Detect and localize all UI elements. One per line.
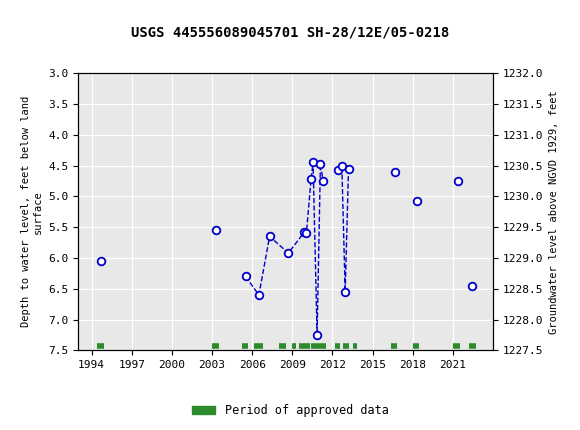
Y-axis label: Groundwater level above NGVD 1929, feet: Groundwater level above NGVD 1929, feet bbox=[549, 90, 559, 334]
Text: ≡: ≡ bbox=[10, 11, 31, 34]
Y-axis label: Depth to water level, feet below land
surface: Depth to water level, feet below land su… bbox=[21, 96, 43, 327]
Text: USGS 445556089045701 SH-28/12E/05-0218: USGS 445556089045701 SH-28/12E/05-0218 bbox=[131, 25, 449, 39]
Legend: Period of approved data: Period of approved data bbox=[187, 399, 393, 422]
Text: USGS: USGS bbox=[32, 14, 75, 31]
